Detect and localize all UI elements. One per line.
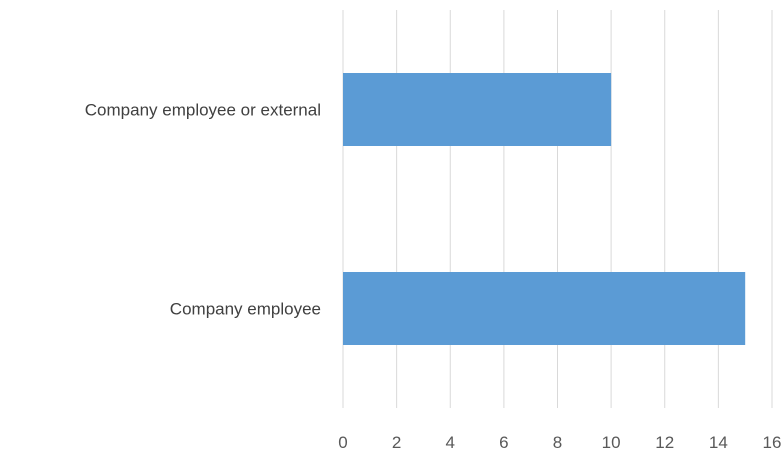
x-tick-label: 8 xyxy=(553,433,562,452)
x-tick-label: 2 xyxy=(392,433,401,452)
bar-2 xyxy=(343,272,746,345)
x-tick-label: 0 xyxy=(338,433,347,452)
category-labels: Company employee or external Company empl… xyxy=(85,101,321,319)
category-label: Company employee xyxy=(170,300,321,319)
x-tick-label: 4 xyxy=(446,433,455,452)
x-tick-labels: 0 2 4 6 8 10 12 14 16 xyxy=(338,433,781,452)
x-tick-label: 16 xyxy=(763,433,782,452)
bars xyxy=(343,73,746,345)
bar-1 xyxy=(343,73,612,146)
category-label: Company employee or external xyxy=(85,101,321,120)
x-tick-label: 14 xyxy=(709,433,728,452)
x-tick-label: 10 xyxy=(602,433,621,452)
x-tick-label: 12 xyxy=(655,433,674,452)
x-tick-label: 6 xyxy=(499,433,508,452)
gridlines xyxy=(342,10,773,408)
